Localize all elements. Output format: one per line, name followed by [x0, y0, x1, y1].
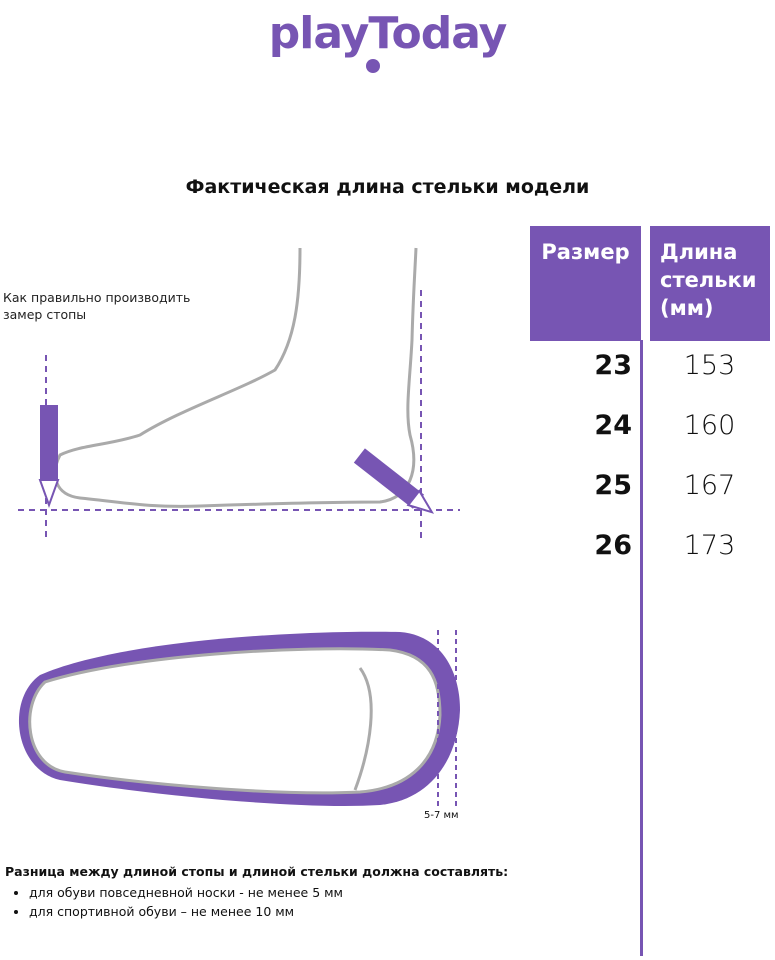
hint-line: Как правильно производить [3, 290, 191, 305]
foot-side-illustration [18, 247, 460, 540]
size-cell: 26 [594, 530, 632, 561]
pencil-icon [38, 405, 60, 508]
length-cell: 160 [683, 410, 736, 441]
hint-line: замер стопы [3, 307, 87, 322]
measure-hint: Как правильно производить замер стопы [3, 289, 190, 323]
column-divider [640, 340, 643, 956]
size-cell: 25 [594, 470, 632, 501]
size-cell: 23 [594, 350, 632, 381]
insole-top-illustration [18, 630, 461, 810]
length-cell: 167 [683, 470, 736, 501]
logo-dot [366, 59, 380, 73]
pencil-icon [353, 448, 435, 514]
size-cell: 24 [594, 410, 632, 441]
column-header-length: Длина стельки (мм) [650, 226, 770, 341]
column-header-size: Размер [530, 226, 641, 341]
length-cell: 153 [683, 350, 736, 381]
note-heading: Разница между длиной стопы и длиной стел… [5, 864, 509, 879]
note-item: для спортивной обуви – не менее 10 мм [29, 902, 508, 921]
note-item: для обуви повседневной носки - не менее … [29, 883, 508, 902]
fit-note: Разница между длиной стопы и длиной стел… [5, 864, 508, 921]
page-title: Фактическая длина стельки модели [185, 176, 590, 198]
length-cell: 173 [683, 530, 736, 561]
gap-label: 5-7 мм [424, 810, 459, 821]
logo: playToday [268, 8, 508, 59]
